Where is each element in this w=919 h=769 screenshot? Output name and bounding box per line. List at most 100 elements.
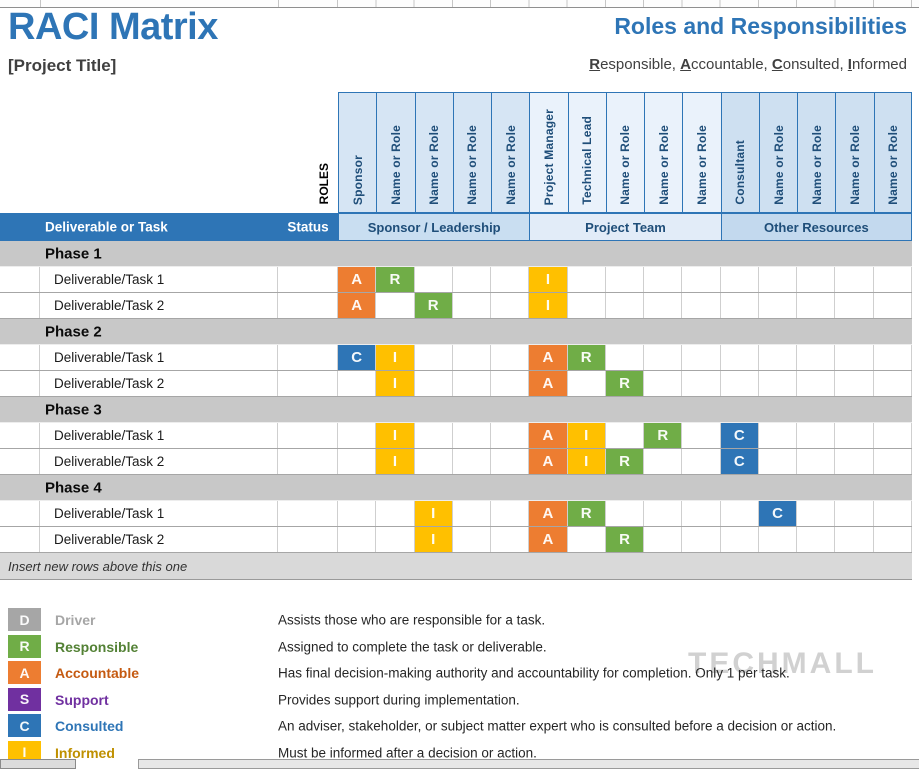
raci-cell[interactable] [874,449,912,474]
status-cell[interactable] [278,423,338,448]
raci-cell[interactable] [606,267,645,292]
raci-cell[interactable]: A [529,527,568,552]
raci-cell[interactable]: A [529,371,568,396]
raci-cell[interactable] [415,449,453,474]
column-header-cell[interactable]: Name or Role [452,92,492,213]
raci-cell[interactable]: I [414,501,453,526]
row-select-cell[interactable] [0,293,40,318]
raci-cell[interactable]: I [529,267,568,292]
raci-cell[interactable]: C [720,449,759,474]
raci-cell[interactable] [682,371,721,396]
row-select-cell[interactable] [0,501,40,526]
raci-cell[interactable] [338,371,377,396]
raci-cell[interactable] [453,293,492,318]
raci-cell[interactable] [491,293,530,318]
raci-cell[interactable]: R [414,293,453,318]
raci-cell[interactable] [682,345,721,370]
raci-cell[interactable] [835,501,874,526]
raci-cell[interactable] [453,345,492,370]
raci-cell[interactable] [835,449,874,474]
raci-cell[interactable] [682,501,721,526]
raci-cell[interactable]: A [529,449,568,474]
status-cell[interactable] [278,293,338,318]
raci-cell[interactable] [682,267,721,292]
task-name-cell[interactable]: Deliverable/Task 1 [40,345,278,370]
raci-cell[interactable] [759,267,798,292]
raci-cell[interactable] [644,501,683,526]
raci-cell[interactable] [606,501,645,526]
raci-cell[interactable] [376,527,415,552]
raci-cell[interactable] [797,527,836,552]
raci-cell[interactable] [606,293,645,318]
raci-cell[interactable]: A [529,501,568,526]
phase-row[interactable]: Phase 4 [0,475,912,501]
raci-cell[interactable] [682,527,721,552]
group-header-cell[interactable]: Other Resources [720,213,913,241]
status-cell[interactable] [278,449,338,474]
column-header-cell[interactable]: Name or Role [491,92,530,213]
raci-cell[interactable]: R [567,501,606,526]
raci-cell[interactable] [338,449,377,474]
raci-cell[interactable]: A [338,293,377,318]
raci-cell[interactable] [835,345,874,370]
raci-cell[interactable]: A [338,267,377,292]
raci-cell[interactable] [606,423,645,448]
raci-cell[interactable] [721,371,759,396]
raci-cell[interactable] [491,501,530,526]
column-header-cell[interactable]: Name or Role [797,92,836,213]
column-header-cell[interactable]: Sponsor [338,92,377,213]
group-header-cell[interactable]: Project Team [529,213,721,241]
raci-cell[interactable]: R [567,345,606,370]
row-select-cell[interactable] [0,449,40,474]
row-select-cell[interactable] [0,345,40,370]
raci-cell[interactable] [759,527,798,552]
raci-cell[interactable]: R [644,423,683,448]
task-name-cell[interactable]: Deliverable/Task 2 [40,371,278,396]
project-title-field[interactable]: [Project Title] [8,56,117,75]
column-header-cell[interactable]: Name or Role [835,92,874,213]
raci-cell[interactable] [682,293,721,318]
raci-cell[interactable] [568,527,606,552]
column-header-cell[interactable]: Name or Role [376,92,415,213]
raci-cell[interactable] [874,423,912,448]
raci-cell[interactable] [644,527,683,552]
raci-cell[interactable] [644,371,683,396]
raci-cell[interactable] [835,527,874,552]
raci-cell[interactable] [338,527,377,552]
raci-cell[interactable] [568,267,606,292]
task-name-cell[interactable]: Deliverable/Task 1 [40,423,278,448]
insert-rows-note-row[interactable]: Insert new rows above this one [0,553,912,580]
raci-cell[interactable] [644,449,683,474]
raci-cell[interactable] [491,345,530,370]
column-header-cell[interactable]: Name or Role [605,92,645,213]
raci-cell[interactable] [644,345,683,370]
raci-cell[interactable]: I [376,371,415,396]
raci-cell[interactable] [835,371,874,396]
raci-cell[interactable] [453,449,492,474]
raci-cell[interactable] [797,449,836,474]
raci-cell[interactable]: R [376,267,415,292]
raci-cell[interactable] [835,267,874,292]
raci-cell[interactable] [874,527,912,552]
raci-cell[interactable] [453,527,492,552]
raci-cell[interactable] [797,371,836,396]
task-name-cell[interactable]: Deliverable/Task 2 [40,293,278,318]
task-name-cell[interactable]: Deliverable/Task 2 [40,527,278,552]
raci-cell[interactable] [797,267,836,292]
raci-cell[interactable] [682,449,721,474]
raci-cell[interactable] [606,345,645,370]
sheet-tab-inactive[interactable] [0,759,76,769]
column-header-cell[interactable]: Project Manager [529,92,568,213]
raci-cell[interactable]: I [376,423,415,448]
raci-cell[interactable]: A [529,345,568,370]
raci-cell[interactable] [491,371,530,396]
raci-cell[interactable] [797,345,836,370]
column-header-cell[interactable]: Technical Lead [567,92,606,213]
raci-cell[interactable] [874,501,912,526]
raci-cell[interactable] [415,371,453,396]
raci-cell[interactable] [797,501,836,526]
status-cell[interactable] [278,501,338,526]
raci-cell[interactable] [797,423,836,448]
status-cell[interactable] [278,267,338,292]
raci-cell[interactable] [682,423,721,448]
